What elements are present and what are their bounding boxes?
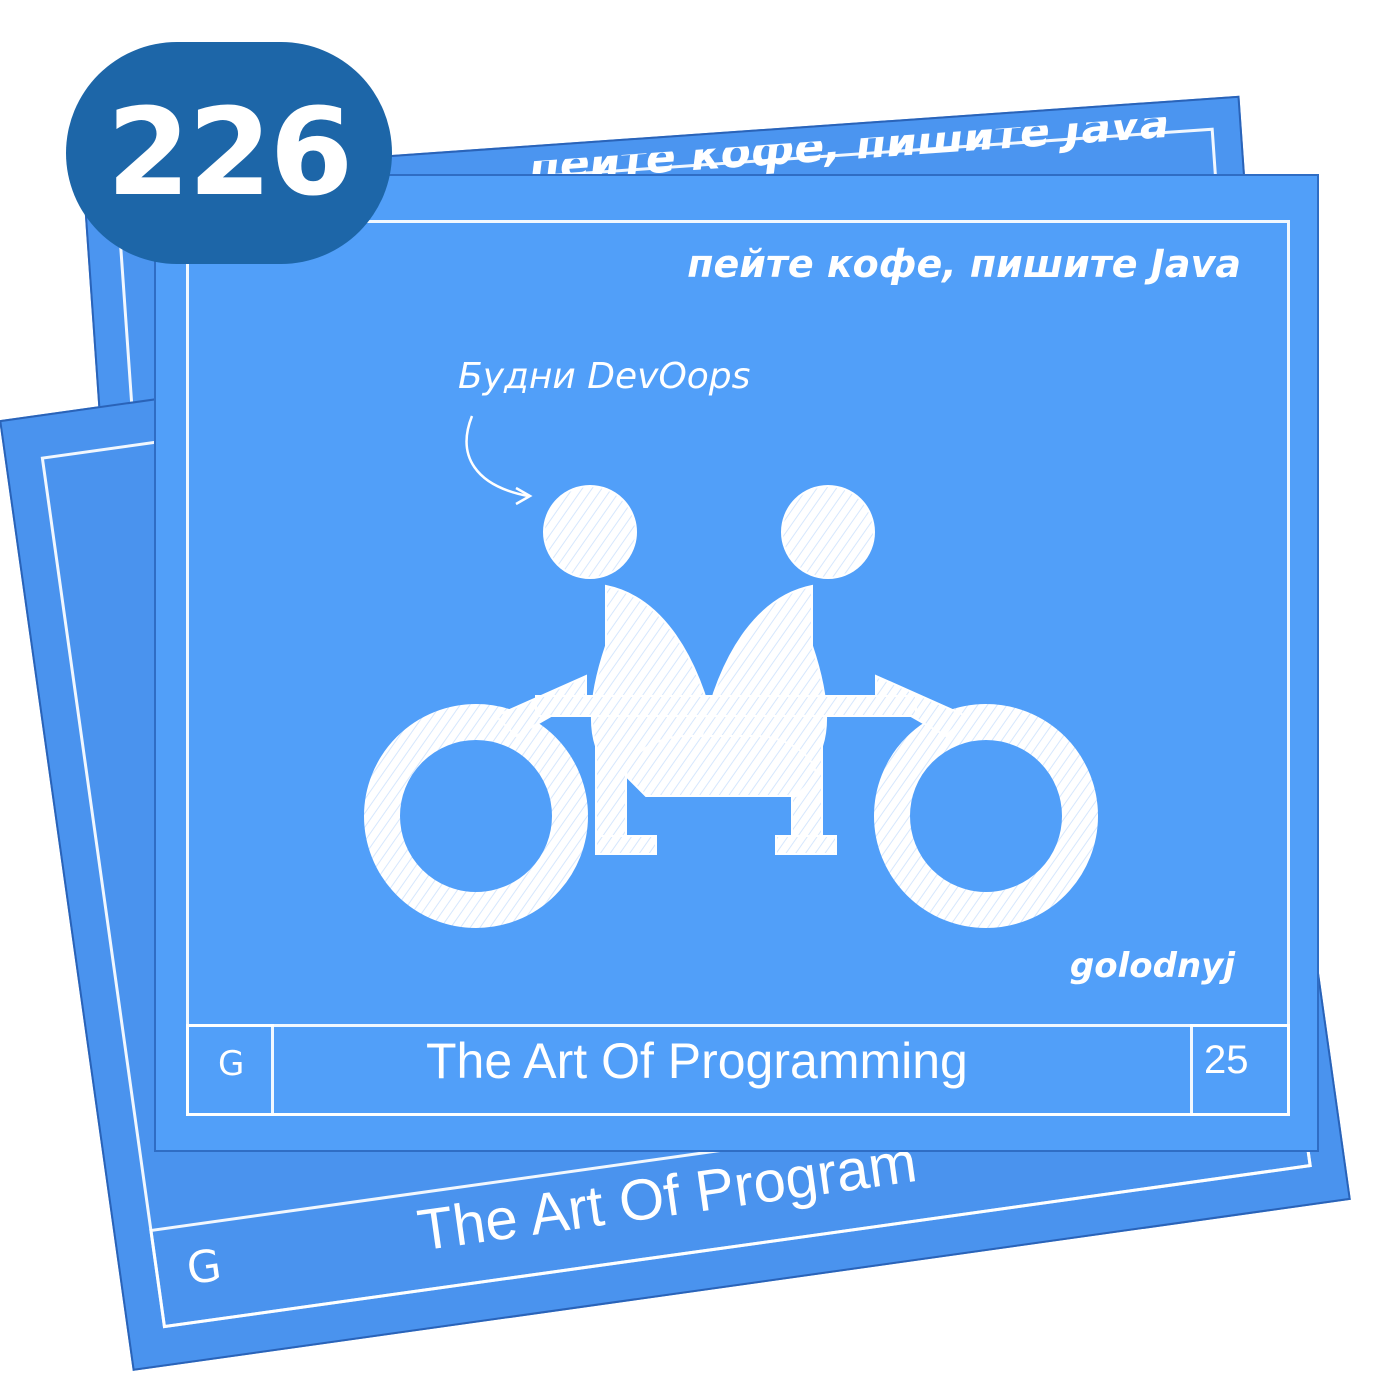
episode-number-badge: 226 xyxy=(66,42,392,264)
front-card: пейте кофе, пишите Java Будни DevOops go… xyxy=(154,174,1319,1152)
front-card-footer-left-cell xyxy=(186,1024,274,1116)
callout-arrow xyxy=(465,415,529,498)
right-rider-head-icon xyxy=(781,485,875,579)
front-card-footer-title: The Art Of Programming xyxy=(426,1033,968,1089)
tandem-bicycle-illustration xyxy=(364,415,1098,928)
left-rider-head-icon xyxy=(543,485,637,579)
right-wheel-icon xyxy=(874,704,1098,928)
bicycle-frame-icon xyxy=(624,735,818,797)
left-wheel-icon xyxy=(364,704,588,928)
front-card-tagline: пейте кофе, пишите Java xyxy=(687,242,1241,286)
front-card-footer-left: G xyxy=(218,1044,245,1084)
right-foot-icon xyxy=(775,835,837,855)
left-foot-icon xyxy=(595,835,657,855)
front-card-footer-right: 25 xyxy=(1204,1038,1249,1082)
episode-number: 226 xyxy=(106,83,353,223)
front-card-author: golodnyj xyxy=(1069,946,1235,986)
front-card-footer-right-cell xyxy=(1190,1024,1290,1116)
middle-card-footer-left: G xyxy=(183,1239,225,1296)
front-card-callout: Будни DevOops xyxy=(458,356,751,397)
